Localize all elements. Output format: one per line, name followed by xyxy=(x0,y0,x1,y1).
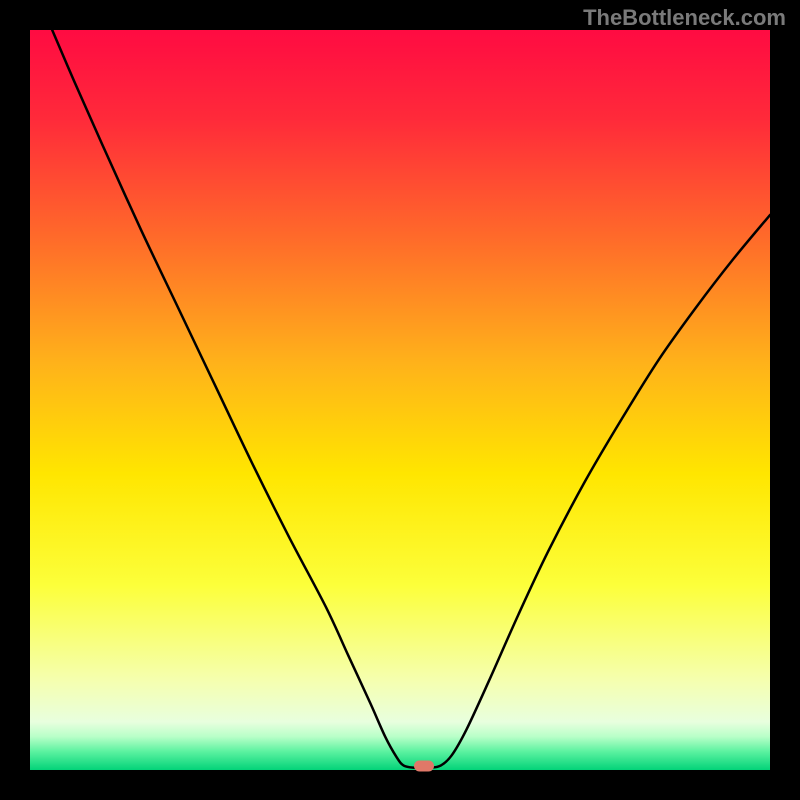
minimum-marker xyxy=(414,761,434,772)
watermark-text: TheBottleneck.com xyxy=(583,5,786,31)
chart-container: TheBottleneck.com xyxy=(0,0,800,800)
plot-area xyxy=(30,30,770,770)
curve-path xyxy=(52,30,770,768)
bottleneck-curve xyxy=(30,30,770,770)
